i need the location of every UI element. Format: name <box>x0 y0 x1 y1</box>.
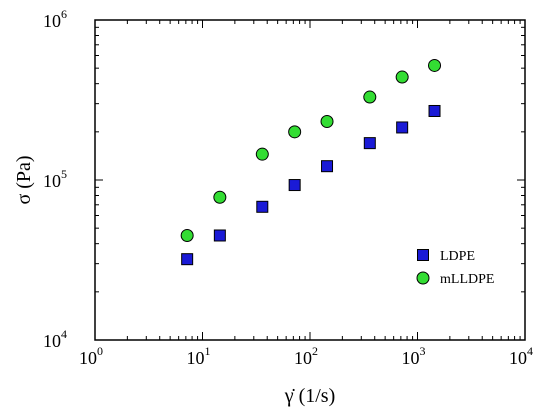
y-tick-labels: 104 105 106 <box>43 7 67 351</box>
point-ldpe <box>213 229 226 242</box>
y-tick-label: 105 <box>43 167 67 191</box>
x-tick-label: 100 <box>79 344 103 368</box>
x-tick-label: 101 <box>187 344 211 368</box>
legend-label-mlldpe: mLLDPE <box>440 272 494 287</box>
point-mlldpe <box>320 115 334 129</box>
data-points <box>180 58 442 266</box>
x-tick-labels: 100 101 102 103 104 <box>79 344 533 368</box>
point-ldpe <box>288 179 301 192</box>
y-tick-label: 104 <box>43 327 67 351</box>
x-tick-label: 104 <box>509 344 533 368</box>
point-mlldpe <box>288 125 302 139</box>
tick-marks <box>94 19 526 341</box>
point-ldpe <box>321 160 334 173</box>
y-axis-label: σ (Pa) <box>13 155 35 204</box>
point-ldpe <box>396 121 409 134</box>
x-axis-label-text: γ̇ (1/s) <box>284 385 336 407</box>
point-ldpe <box>256 200 269 213</box>
point-mlldpe <box>255 147 269 161</box>
plot-frame <box>94 19 526 341</box>
point-ldpe <box>428 104 441 117</box>
point-mlldpe <box>363 90 377 104</box>
point-mlldpe <box>428 58 442 72</box>
point-ldpe <box>363 137 376 150</box>
legend-label-ldpe: LDPE <box>440 249 475 264</box>
point-mlldpe <box>395 70 409 84</box>
point-ldpe <box>181 253 194 266</box>
y-tick-label: 106 <box>43 7 67 31</box>
x-tick-label: 102 <box>294 344 318 368</box>
x-tick-label: 103 <box>402 344 426 368</box>
x-axis-label: γ̇ (1/s) <box>284 385 336 407</box>
legend: LDPE mLLDPE <box>416 249 494 287</box>
legend-marker-mlldpe <box>416 271 430 285</box>
legend-marker-ldpe <box>417 249 429 261</box>
point-mlldpe <box>180 228 194 242</box>
point-mlldpe <box>213 190 227 204</box>
